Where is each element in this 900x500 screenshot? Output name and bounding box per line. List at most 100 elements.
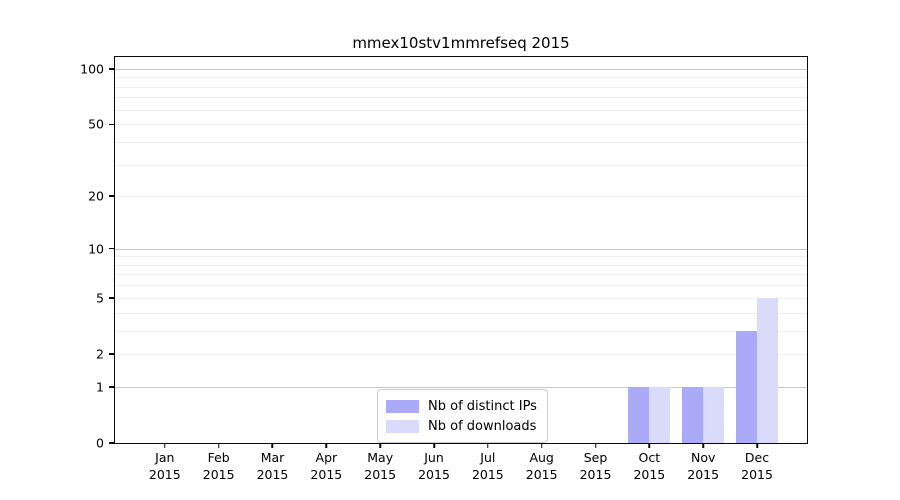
x-tick-mark	[271, 443, 274, 448]
x-tick-year: 2015	[256, 467, 289, 482]
x-tick-mark	[433, 443, 435, 448]
x-tick-month: Apr	[315, 450, 338, 465]
x-tick-mark	[756, 443, 758, 448]
x-tick-label: Mar 2015	[257, 449, 289, 483]
y-tick-label: 2	[96, 346, 104, 362]
x-tick-year: 2015	[202, 467, 235, 482]
x-tick-month: Jun	[424, 450, 444, 465]
x-tick-month: Nov	[690, 450, 716, 465]
gridline-minor	[115, 312, 807, 314]
x-tick-mark	[540, 443, 543, 448]
gridline-minor	[115, 164, 807, 166]
legend-label: Nb of downloads	[428, 418, 537, 434]
bar-distinct-ips	[682, 386, 704, 443]
x-tick-mark	[325, 443, 328, 448]
x-tick-month: May	[367, 450, 394, 465]
gridline-minor	[115, 285, 807, 287]
bar-downloads	[703, 386, 725, 443]
x-tick-year: 2015	[364, 467, 397, 482]
x-tick-label: Dec 2015	[741, 449, 773, 483]
x-tick-mark	[487, 443, 489, 448]
x-tick-month: Mar	[260, 450, 285, 465]
grid-layer	[115, 57, 807, 443]
x-tick-year: 2015	[687, 467, 720, 482]
bar-downloads	[757, 297, 779, 443]
x-tick-label: Feb 2015	[203, 449, 235, 483]
x-tick-label: Nov 2015	[687, 449, 719, 483]
legend-swatch	[386, 399, 419, 413]
bar-downloads	[649, 386, 671, 443]
gridline-major	[115, 248, 807, 250]
y-tick-mark	[108, 195, 114, 197]
chart-title: mmex10stv1mmrefseq 2015	[352, 34, 570, 52]
legend-item: Nb of distinct IPs	[386, 396, 537, 416]
x-tick-year: 2015	[148, 467, 181, 482]
x-tick-label: Jan 2015	[149, 449, 181, 483]
gridline-minor	[115, 77, 807, 79]
x-tick-year: 2015	[471, 467, 504, 482]
gridline-minor	[115, 141, 807, 143]
legend-label: Nb of distinct IPs	[428, 398, 537, 414]
x-tick-mark	[379, 443, 381, 448]
gridline-minor	[115, 124, 807, 126]
gridline-minor	[115, 297, 807, 299]
x-tick-mark	[217, 443, 220, 448]
gridline-minor	[115, 353, 807, 355]
x-tick-mark	[594, 443, 597, 448]
gridline-major	[115, 68, 807, 70]
x-tick-label: Jun 2015	[418, 449, 450, 483]
x-tick-year: 2015	[418, 467, 450, 482]
legend: Nb of distinct IPs Nb of downloads	[377, 389, 548, 443]
gridline-minor	[115, 274, 807, 276]
y-tick-mark	[108, 442, 114, 444]
x-tick-month: Dec	[744, 450, 770, 465]
x-tick-mark	[648, 443, 651, 448]
x-tick-label: May 2015	[364, 449, 396, 483]
x-tick-label: Jul 2015	[472, 449, 504, 483]
y-tick-mark	[108, 386, 114, 388]
x-tick-year: 2015	[741, 467, 773, 482]
y-tick-label: 1	[96, 379, 104, 395]
bars-layer	[115, 57, 807, 443]
x-tick-mark	[702, 443, 704, 448]
x-tick-label: Sep 2015	[580, 449, 612, 483]
y-tick-mark	[108, 353, 114, 355]
x-tick-month: Feb	[207, 450, 230, 465]
x-tick-mark	[164, 443, 166, 448]
x-tick-month: Oct	[638, 450, 661, 465]
axis-layer: 0 1 2 5 10 20 50 100 Jan 2015 Feb 2015 Mar 2015 Apr 201…	[80, 57, 807, 482]
y-tick-label: 50	[88, 116, 104, 132]
x-tick-month: Aug	[529, 450, 554, 465]
x-tick-label: Aug 2015	[526, 449, 558, 483]
y-tick-label: 100	[80, 61, 104, 77]
x-tick-month: Sep	[583, 450, 608, 465]
y-tick-label: 5	[96, 290, 104, 306]
gridline-minor	[115, 256, 807, 258]
y-tick-mark	[108, 123, 114, 126]
legend-swatch	[386, 419, 419, 433]
gridline-minor	[115, 86, 807, 88]
bar-distinct-ips	[628, 386, 650, 443]
gridline-major	[115, 386, 807, 388]
y-tick-label: 0	[96, 435, 104, 451]
x-tick-month: Jul	[480, 450, 496, 465]
gridline-minor	[115, 109, 807, 111]
x-tick-year: 2015	[310, 467, 343, 482]
legend-item: Nb of downloads	[386, 416, 537, 436]
gridline-minor	[115, 264, 807, 266]
gridline-minor	[115, 330, 807, 332]
y-tick-label: 10	[88, 241, 104, 257]
y-tick-mark	[108, 68, 114, 70]
x-tick-year: 2015	[633, 467, 666, 482]
x-tick-month: Jan	[155, 450, 175, 465]
x-tick-label: Oct 2015	[633, 449, 665, 483]
plot-area: 0 1 2 5 10 20 50 100 Jan 2015 Feb 2015 Mar 2015 Apr 201…	[80, 56, 808, 482]
x-tick-year: 2015	[579, 467, 612, 482]
x-tick-year: 2015	[525, 467, 558, 482]
y-tick-mark	[108, 297, 114, 299]
x-tick-label: Apr 2015	[310, 449, 342, 483]
bar-distinct-ips	[736, 330, 758, 443]
y-tick-label: 20	[88, 188, 104, 204]
y-tick-mark	[108, 247, 114, 250]
